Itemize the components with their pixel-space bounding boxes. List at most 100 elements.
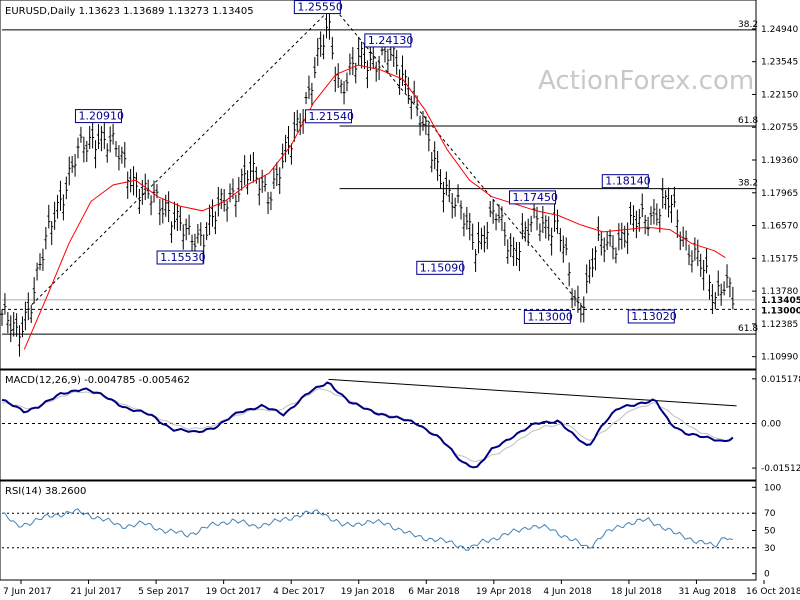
price-bar [310, 82, 314, 106]
price-bar [73, 153, 77, 177]
price-bar [263, 174, 267, 192]
price-bar [669, 194, 673, 223]
price-bar [515, 241, 519, 266]
price-bar [237, 177, 241, 202]
price-bar [272, 167, 276, 190]
fib-level-label: 38.2 [738, 179, 758, 189]
price-bar [339, 79, 343, 94]
price-bar [453, 197, 457, 217]
price-bar [32, 277, 36, 304]
price-bar [170, 221, 174, 243]
price-bar [368, 44, 372, 71]
price-bar [494, 213, 498, 231]
x-tick-label: 19 Oct 2017 [206, 587, 262, 597]
price-bar [430, 151, 434, 173]
price-bar [15, 313, 19, 337]
price-bar [585, 264, 589, 294]
price-bar [56, 194, 60, 219]
price-bar [79, 126, 83, 143]
price-bar [325, 12, 329, 39]
price-bar [427, 123, 431, 152]
price-bar [661, 178, 665, 209]
price-bar [345, 72, 349, 92]
macd-trend-line [328, 378, 737, 407]
price-bar [707, 274, 711, 300]
price-bar [307, 75, 311, 100]
price-bar [137, 188, 141, 214]
price-y-tick-label: 1.10990 [761, 353, 798, 363]
rsi-panel: 100 70 50 30 0 [1, 483, 781, 580]
price-bar [459, 200, 463, 220]
price-bar [418, 115, 422, 136]
price-bar [485, 221, 489, 250]
price-bar [295, 110, 299, 133]
price-bar [409, 95, 413, 120]
price-bar [41, 248, 45, 271]
price-annotation: 1.15090 [416, 260, 465, 275]
x-tick-label: 16 Oct 2018 [746, 587, 800, 597]
price-panel-frame [0, 0, 757, 370]
price-bar [58, 180, 62, 211]
price-bar [246, 170, 250, 195]
price-bar [497, 204, 501, 223]
price-bar [593, 246, 597, 271]
price-bar [208, 204, 212, 236]
current-price-label: 1.13405 [761, 296, 800, 306]
price-bar [184, 218, 188, 241]
price-bar [287, 126, 291, 155]
price-bar [477, 221, 481, 254]
price-bar [570, 288, 574, 309]
price-bar [529, 215, 533, 233]
price-bar [219, 188, 223, 210]
price-bar [47, 204, 51, 229]
price-bar [617, 223, 621, 251]
price-bar [649, 206, 653, 226]
price-bar [713, 292, 717, 310]
price-bar [120, 146, 124, 164]
price-bar [205, 222, 209, 241]
price-bar [88, 125, 92, 150]
price-bar [257, 177, 261, 206]
price-bar [53, 201, 57, 230]
price-bar [164, 194, 168, 217]
price-bar [269, 191, 273, 211]
price-bar [196, 223, 200, 244]
price-bar [134, 172, 138, 198]
price-annotation-label: 1.13020 [631, 310, 677, 323]
price-bar [667, 187, 671, 218]
price-bar [149, 195, 153, 216]
price-bar [553, 204, 557, 232]
price-bar [319, 31, 323, 57]
price-bar [643, 214, 647, 235]
price-bar [620, 222, 624, 250]
price-bar [652, 199, 656, 225]
price-annotation-box [364, 33, 412, 48]
price-bar [316, 38, 320, 66]
price-annotation-box [156, 250, 204, 265]
price-bar [199, 222, 203, 246]
price-bar [99, 125, 103, 152]
price-bar [225, 200, 229, 222]
price-bar [541, 205, 545, 234]
price-bar [0, 309, 4, 326]
price-bar [634, 210, 638, 239]
price-bar [719, 283, 723, 306]
price-bar [567, 262, 571, 287]
price-bar [500, 206, 504, 231]
price-bar [292, 111, 296, 142]
price-trend-line [339, 14, 585, 310]
current-price-badge [757, 293, 800, 305]
price-bar [64, 176, 68, 200]
price-bar [690, 250, 694, 273]
price-bar [702, 259, 706, 291]
price-bar [599, 231, 603, 256]
price-y-tick-label: 1.19360 [761, 156, 798, 166]
price-bar [401, 55, 405, 86]
x-tick-label: 4 Dec 2017 [273, 587, 325, 597]
price-annotation-label: 1.17450 [513, 191, 559, 204]
price-bar [506, 239, 510, 264]
price-bar [439, 169, 443, 189]
price-annotation-label: 1.13000 [527, 310, 573, 323]
price-bar [471, 223, 475, 250]
price-bar [491, 199, 495, 224]
